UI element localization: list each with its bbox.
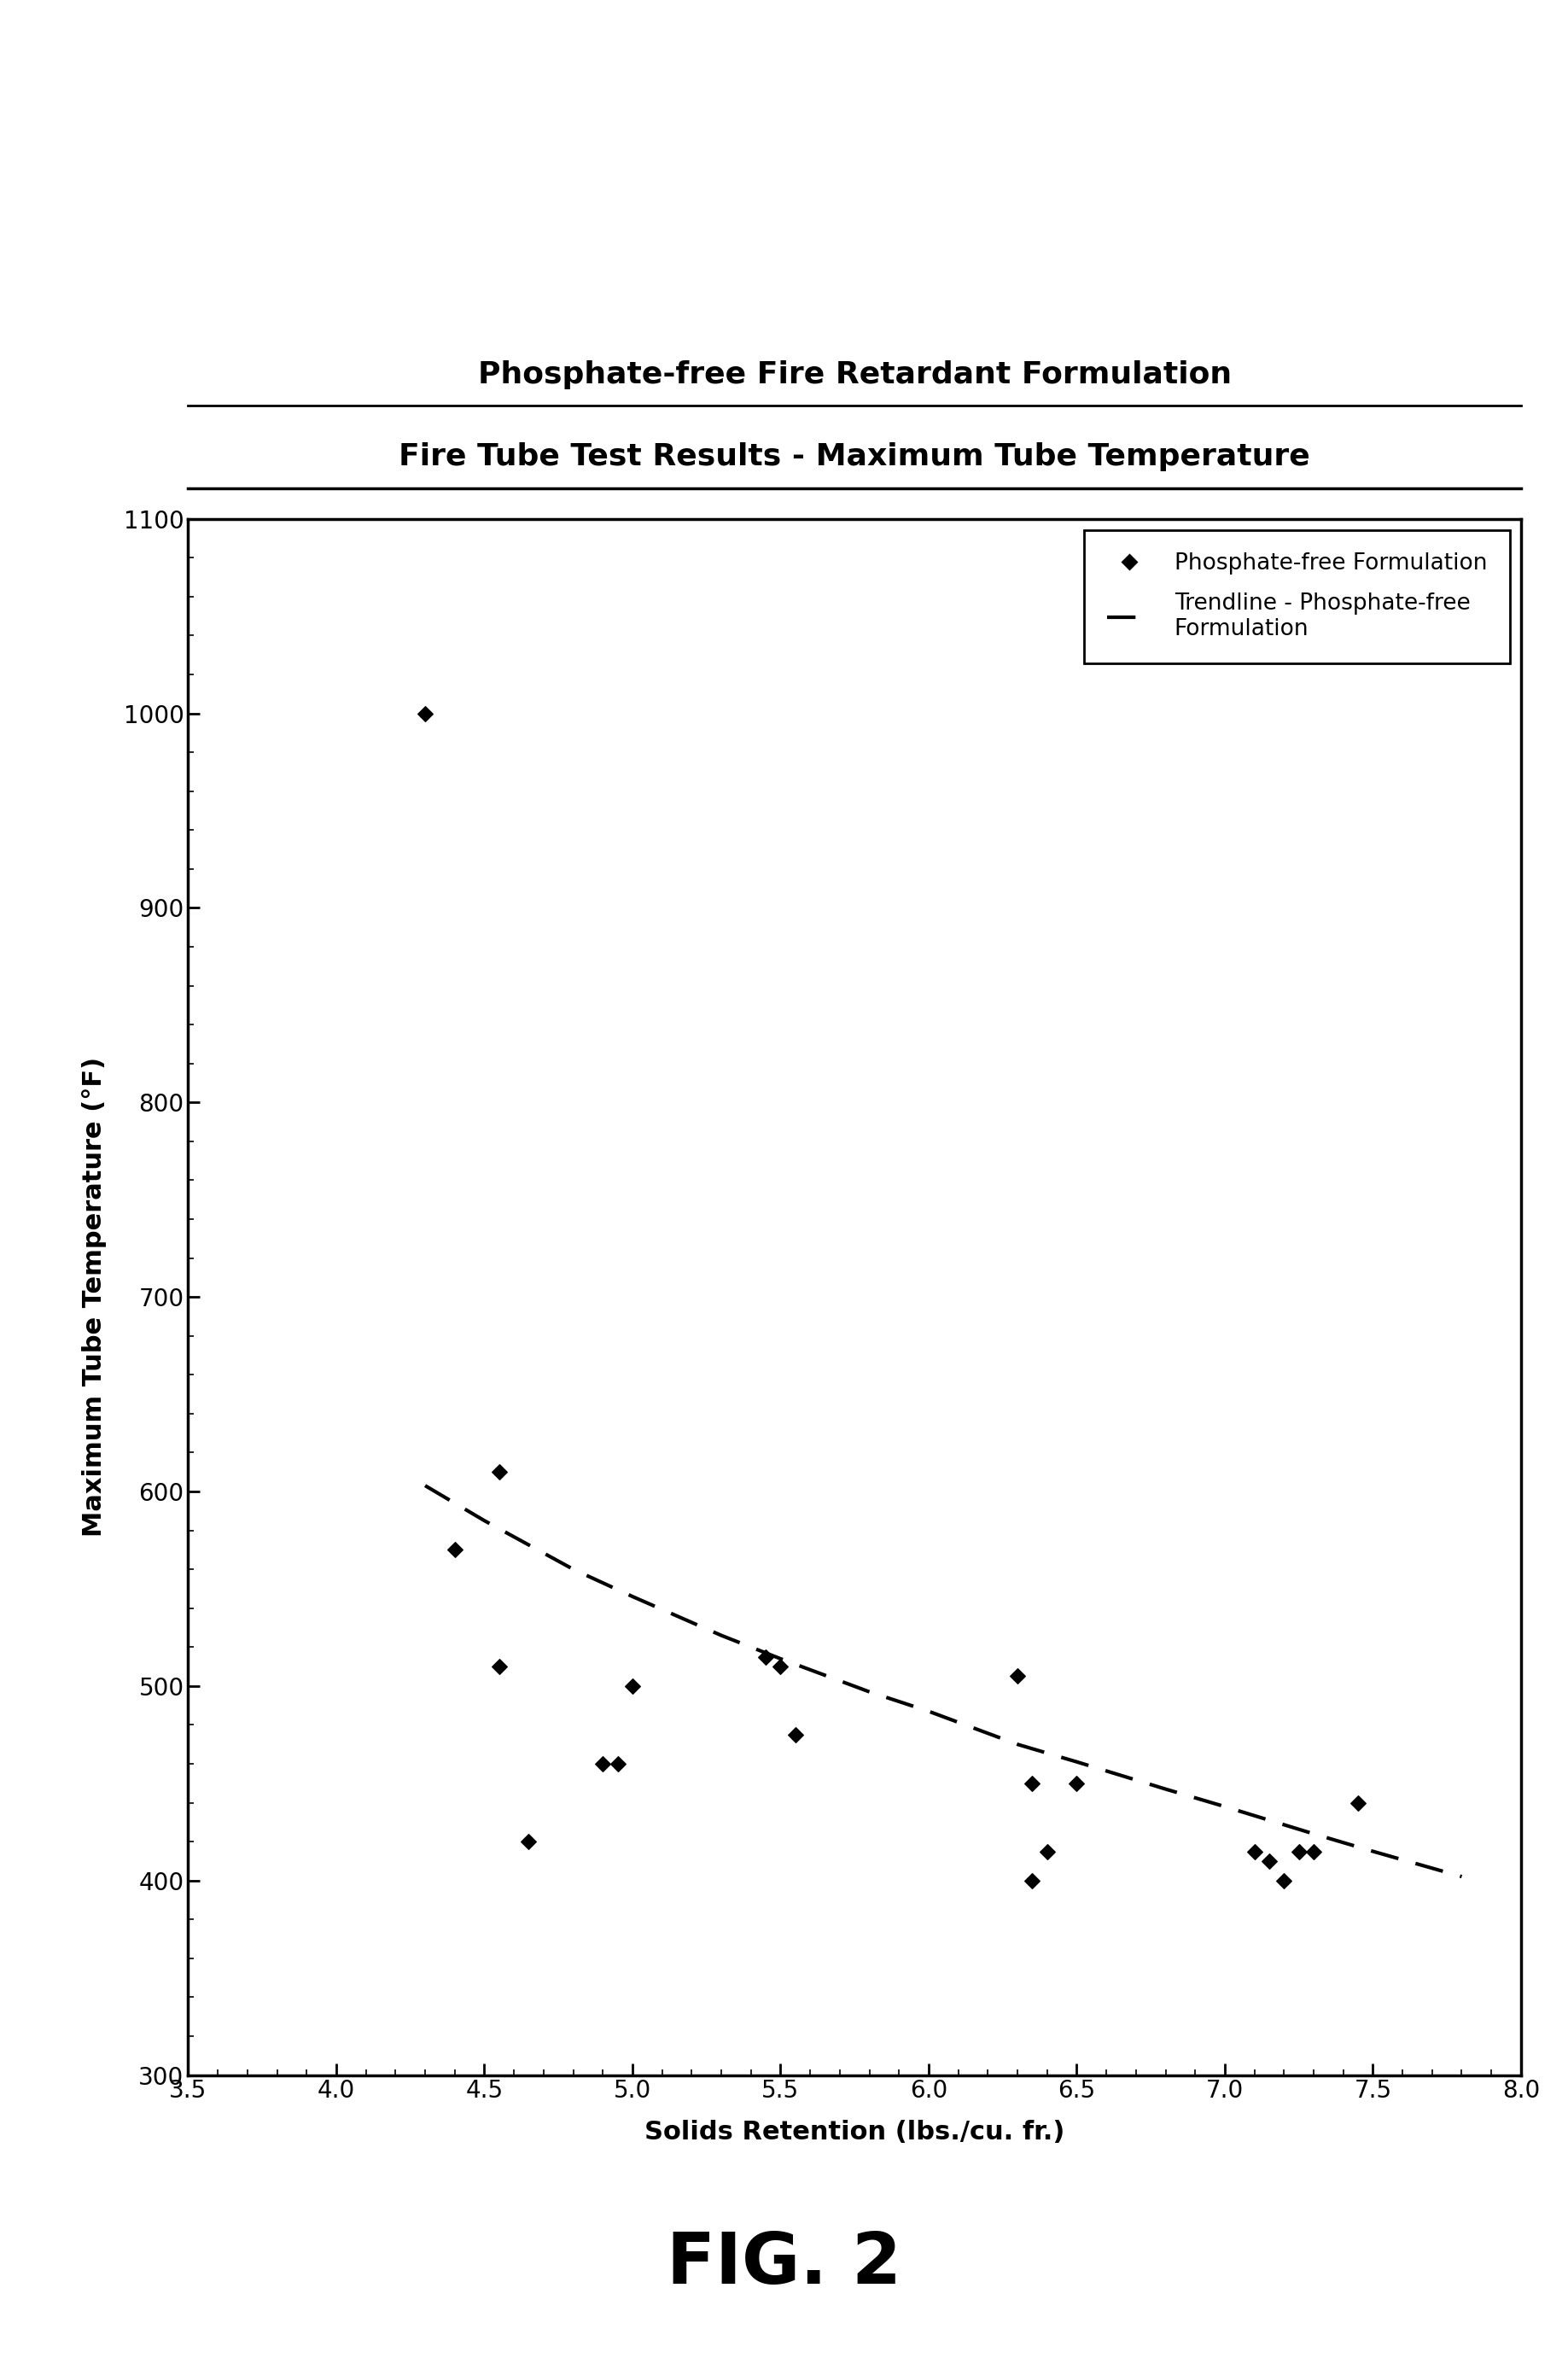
Point <box>605 1745 630 1783</box>
Point <box>1272 1863 1297 1901</box>
Point <box>1301 1832 1327 1870</box>
Point <box>768 1648 793 1686</box>
Point <box>1286 1832 1311 1870</box>
Point <box>1019 1863 1044 1901</box>
Point <box>782 1717 808 1754</box>
Point <box>1019 1764 1044 1802</box>
Text: Fire Tube Test Results - Maximum Tube Temperature: Fire Tube Test Results - Maximum Tube Te… <box>398 443 1311 472</box>
Point <box>412 693 437 731</box>
Text: FIG. 2: FIG. 2 <box>666 2228 902 2299</box>
Point <box>1256 1842 1281 1879</box>
Y-axis label: Maximum Tube Temperature (°F): Maximum Tube Temperature (°F) <box>82 1056 107 1537</box>
Legend: Phosphate-free Formulation, Trendline - Phosphate-free
Formulation: Phosphate-free Formulation, Trendline - … <box>1083 531 1510 663</box>
Point <box>753 1639 778 1677</box>
Point <box>442 1530 467 1568</box>
Point <box>516 1823 541 1860</box>
X-axis label: Solids Retention (lbs./cu. fr.): Solids Retention (lbs./cu. fr.) <box>644 2120 1065 2143</box>
Point <box>486 1648 511 1686</box>
Point <box>619 1667 644 1705</box>
Point <box>1005 1658 1030 1695</box>
Point <box>1035 1832 1060 1870</box>
Point <box>1345 1783 1370 1820</box>
Point <box>590 1745 615 1783</box>
Text: Phosphate-free Fire Retardant Formulation: Phosphate-free Fire Retardant Formulatio… <box>478 361 1231 389</box>
Point <box>486 1453 511 1490</box>
Point <box>1065 1764 1090 1802</box>
Point <box>1242 1832 1267 1870</box>
